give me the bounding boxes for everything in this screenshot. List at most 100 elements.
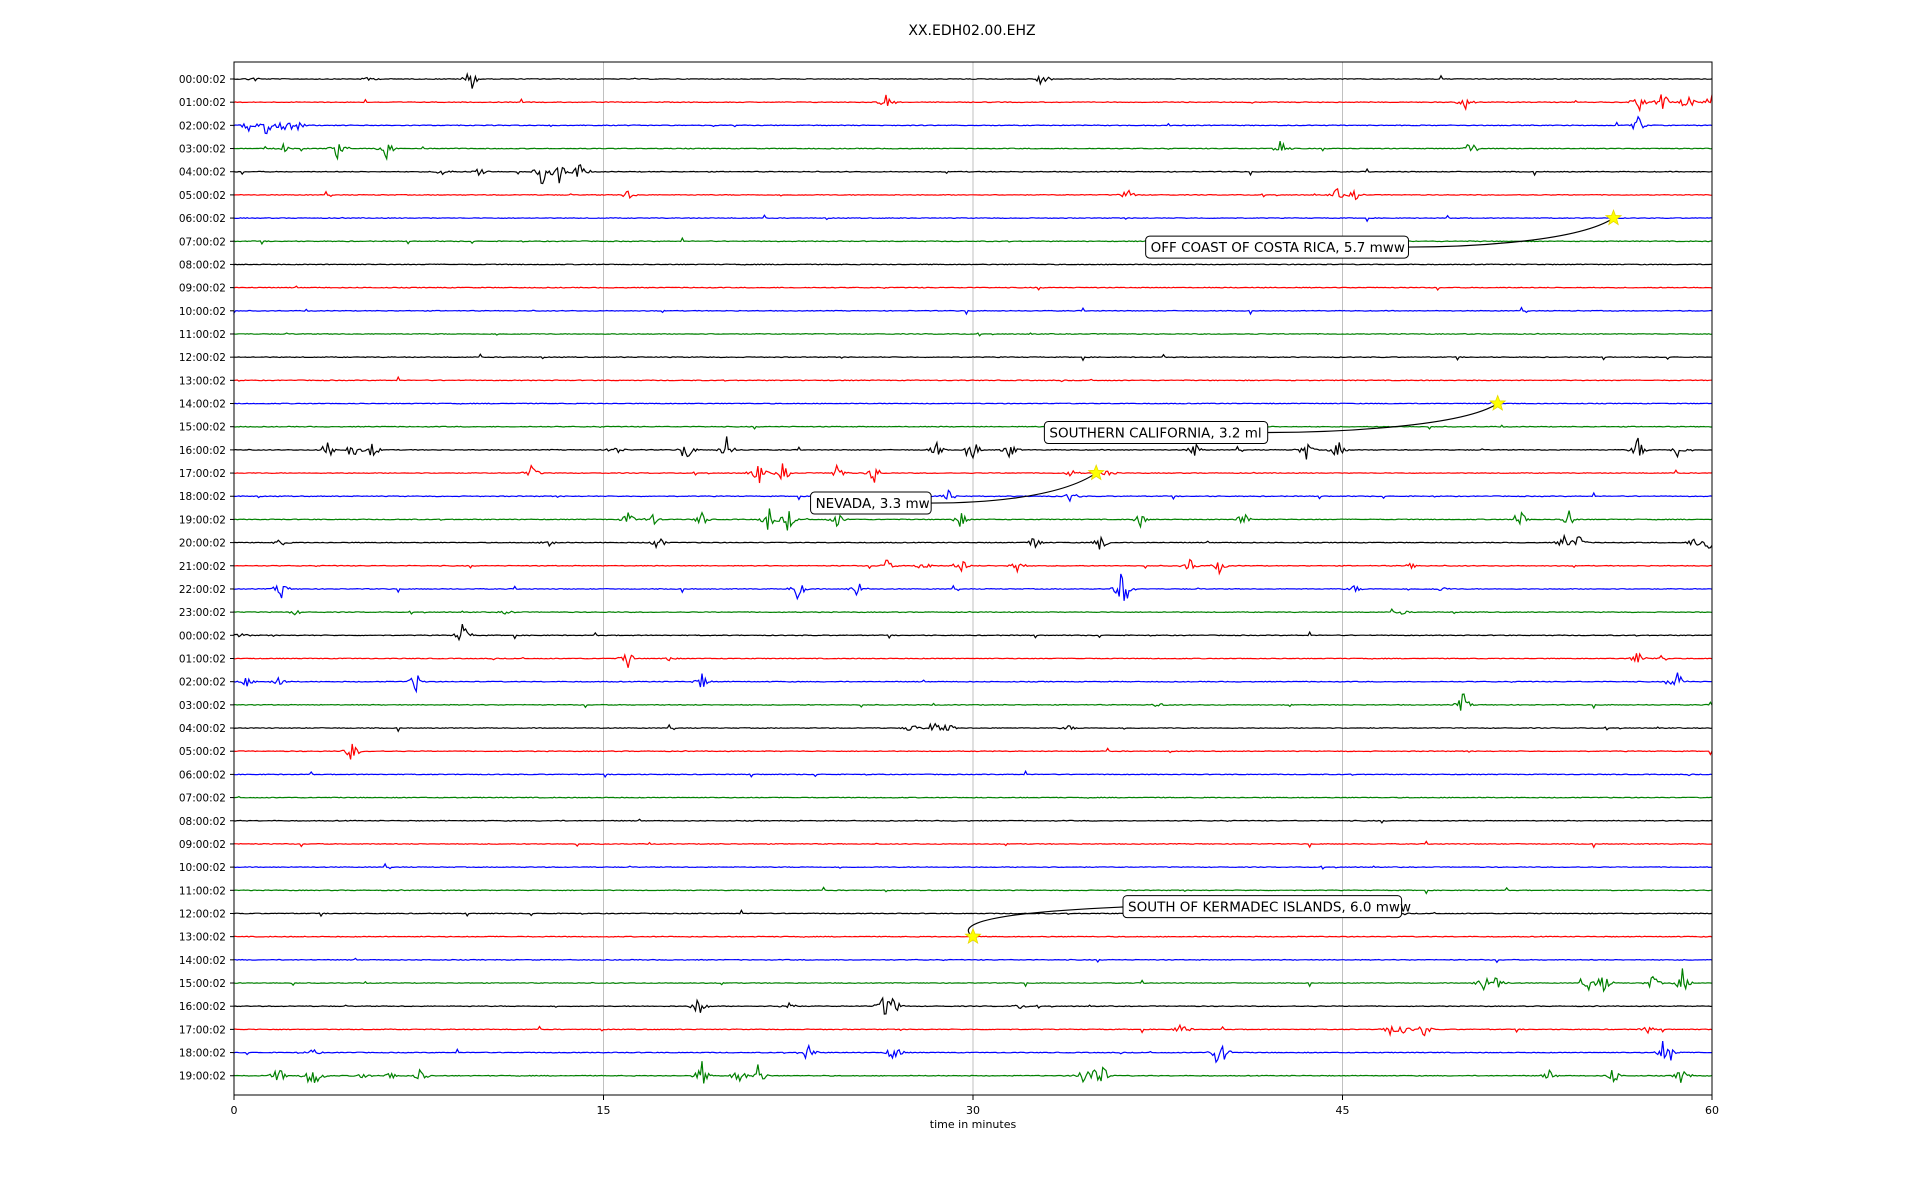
y-tick-label: 16:00:02 bbox=[179, 1001, 226, 1013]
event-connector bbox=[1267, 403, 1499, 434]
y-tick-label: 03:00:02 bbox=[179, 700, 226, 712]
event-label-box bbox=[1122, 895, 1403, 919]
y-tick-label: 12:00:02 bbox=[179, 908, 226, 920]
trace-line bbox=[233, 743, 1713, 760]
y-tick-label: 04:00:02 bbox=[179, 167, 226, 179]
y-tick-label: 05:00:02 bbox=[179, 746, 226, 758]
event-label: OFF COAST OF COSTA RICA, 5.7 mww bbox=[1151, 240, 1405, 256]
y-tick-label: 15:00:02 bbox=[179, 422, 226, 434]
trace-line bbox=[233, 908, 1713, 918]
trace-line bbox=[233, 236, 1713, 246]
y-tick-label: 08:00:02 bbox=[179, 259, 226, 271]
trace-line bbox=[233, 558, 1713, 576]
trace-line bbox=[233, 332, 1713, 337]
event-label-box bbox=[810, 491, 932, 515]
trace-line bbox=[233, 140, 1713, 161]
trace-line bbox=[233, 818, 1713, 824]
event-star-icon bbox=[964, 927, 982, 945]
x-tick-label: 45 bbox=[1336, 1104, 1350, 1117]
trace-line bbox=[233, 1023, 1713, 1037]
trace-line bbox=[233, 353, 1713, 362]
x-axis-label: time in minutes bbox=[930, 1118, 1017, 1131]
grid-lines bbox=[603, 62, 1343, 1095]
event-label: SOUTHERN CALIFORNIA, 3.2 ml bbox=[1049, 426, 1261, 442]
trace-line bbox=[233, 996, 1713, 1015]
y-tick-label: 09:00:02 bbox=[179, 283, 226, 295]
y-tick-label: 04:00:02 bbox=[179, 723, 226, 735]
trace-line bbox=[233, 652, 1713, 668]
y-tick-label: 01:00:02 bbox=[179, 654, 226, 666]
trace-line bbox=[233, 1061, 1713, 1084]
y-tick-label: 22:00:02 bbox=[179, 584, 226, 596]
trace-line bbox=[233, 840, 1712, 849]
event-star-icon bbox=[1604, 208, 1623, 226]
trace-line bbox=[233, 436, 1713, 460]
event-label: SOUTH OF KERMADEC ISLANDS, 6.0 mww bbox=[1128, 900, 1411, 916]
trace-line bbox=[233, 795, 1713, 799]
y-tick-label: 18:00:02 bbox=[179, 1048, 226, 1060]
y-tick-label: 14:00:02 bbox=[179, 399, 226, 411]
y-tick-label: 01:00:02 bbox=[179, 97, 226, 109]
trace-line bbox=[233, 424, 1712, 431]
y-tick-label: 02:00:02 bbox=[179, 120, 226, 132]
trace-line bbox=[233, 722, 1713, 733]
trace-line bbox=[233, 71, 1713, 89]
trace-line bbox=[233, 489, 1713, 503]
trace-line bbox=[233, 263, 1713, 266]
trace-line bbox=[233, 375, 1712, 383]
y-tick-label: 13:00:02 bbox=[179, 932, 226, 944]
trace-line bbox=[233, 968, 1713, 993]
y-tick-label: 21:00:02 bbox=[179, 561, 226, 573]
trace-rows bbox=[233, 71, 1713, 1084]
chart-title: XX.EDH02.00.EHZ bbox=[908, 23, 1035, 39]
y-tick-label: 10:00:02 bbox=[179, 862, 226, 874]
y-tick-label: 13:00:02 bbox=[179, 375, 226, 387]
y-tick-label: 12:00:02 bbox=[179, 352, 226, 364]
y-tick-label: 07:00:02 bbox=[179, 236, 226, 248]
event-label: NEVADA, 3.3 mw bbox=[816, 496, 930, 512]
y-tick-label: 14:00:02 bbox=[179, 955, 226, 967]
trace-line bbox=[233, 886, 1713, 895]
trace-line bbox=[233, 285, 1713, 292]
y-tick-label: 10:00:02 bbox=[179, 306, 226, 318]
event-annotations: OFF COAST OF COSTA RICA, 5.7 mww SOUTHERN… bbox=[810, 208, 1623, 945]
x-tick-label: 15 bbox=[597, 1104, 611, 1117]
y-tick-label: 18:00:02 bbox=[179, 491, 226, 503]
y-tick-label: 09:00:02 bbox=[179, 839, 226, 851]
y-tick-label: 06:00:02 bbox=[179, 213, 226, 225]
event-connector bbox=[968, 906, 1128, 938]
y-tick-labels: 00:00:02 01:00:02 02:00:02 03:00:02 04:00:02… bbox=[179, 74, 234, 1083]
y-tick-label: 16:00:02 bbox=[179, 445, 226, 457]
y-tick-label: 07:00:02 bbox=[179, 793, 226, 805]
trace-line bbox=[233, 187, 1712, 201]
trace-line bbox=[233, 573, 1713, 601]
y-tick-label: 23:00:02 bbox=[179, 607, 226, 619]
trace-line bbox=[233, 94, 1713, 113]
plot-frame bbox=[233, 61, 1713, 1096]
trace-line bbox=[233, 693, 1713, 711]
trace-line bbox=[233, 306, 1713, 316]
x-tick-label: 60 bbox=[1705, 1104, 1719, 1117]
event-label-box bbox=[1145, 235, 1409, 259]
trace-line bbox=[233, 508, 1713, 531]
event-label-box bbox=[1043, 421, 1269, 445]
y-tick-label: 00:00:02 bbox=[179, 74, 226, 86]
trace-line bbox=[233, 164, 1713, 185]
y-tick-label: 06:00:02 bbox=[179, 769, 226, 781]
y-tick-label: 15:00:02 bbox=[179, 978, 226, 990]
trace-line bbox=[233, 672, 1713, 694]
event-connector bbox=[1408, 217, 1614, 248]
trace-line bbox=[233, 1041, 1712, 1064]
y-tick-label: 00:00:02 bbox=[179, 630, 226, 642]
event-star-icon bbox=[1489, 394, 1507, 411]
y-tick-label: 19:00:02 bbox=[179, 1071, 226, 1083]
y-tick-label: 19:00:02 bbox=[179, 514, 226, 526]
trace-line bbox=[233, 214, 1713, 223]
y-tick-label: 02:00:02 bbox=[179, 677, 226, 689]
trace-line bbox=[233, 401, 1713, 405]
x-tick-label: 0 bbox=[231, 1104, 238, 1117]
trace-line bbox=[233, 623, 1713, 642]
x-axis: 0 15 30 45 60 bbox=[231, 1095, 1719, 1117]
y-tick-label: 20:00:02 bbox=[179, 538, 226, 550]
y-tick-label: 08:00:02 bbox=[179, 816, 226, 828]
